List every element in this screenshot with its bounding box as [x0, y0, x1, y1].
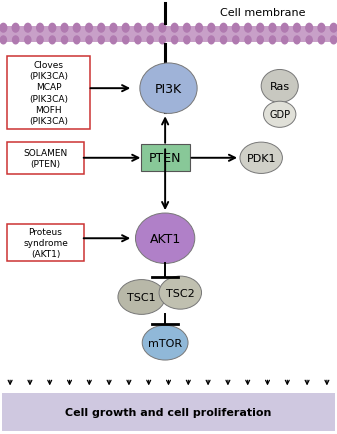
Text: TSC1: TSC1 — [127, 293, 156, 302]
FancyBboxPatch shape — [7, 224, 84, 262]
Circle shape — [86, 37, 92, 45]
Circle shape — [245, 24, 251, 33]
Circle shape — [61, 37, 67, 45]
Circle shape — [306, 24, 312, 33]
Circle shape — [208, 24, 215, 33]
Ellipse shape — [264, 102, 296, 128]
Circle shape — [159, 37, 165, 45]
Text: PDK1: PDK1 — [246, 154, 276, 163]
Circle shape — [196, 37, 202, 45]
Circle shape — [294, 37, 300, 45]
Circle shape — [49, 37, 55, 45]
Circle shape — [318, 37, 325, 45]
Circle shape — [184, 37, 190, 45]
Circle shape — [306, 37, 312, 45]
Circle shape — [245, 37, 251, 45]
Circle shape — [233, 37, 239, 45]
Text: TSC2: TSC2 — [166, 288, 195, 298]
Text: PTEN: PTEN — [149, 152, 181, 165]
Circle shape — [110, 24, 117, 33]
Text: Cell membrane: Cell membrane — [220, 8, 306, 18]
Circle shape — [123, 37, 129, 45]
Circle shape — [282, 37, 288, 45]
Circle shape — [73, 24, 80, 33]
Text: Cell growth and cell proliferation: Cell growth and cell proliferation — [65, 408, 272, 417]
Circle shape — [0, 24, 7, 33]
Circle shape — [12, 37, 19, 45]
Circle shape — [257, 37, 263, 45]
Circle shape — [147, 37, 153, 45]
Circle shape — [294, 24, 300, 33]
Circle shape — [37, 37, 43, 45]
FancyBboxPatch shape — [2, 393, 335, 431]
Circle shape — [25, 37, 31, 45]
Circle shape — [12, 24, 19, 33]
Text: Ras: Ras — [270, 82, 290, 92]
Circle shape — [25, 24, 31, 33]
Circle shape — [86, 24, 92, 33]
Circle shape — [183, 24, 190, 33]
Text: GDP: GDP — [269, 110, 290, 120]
Circle shape — [49, 24, 56, 33]
Circle shape — [196, 24, 203, 33]
Circle shape — [208, 37, 214, 45]
Circle shape — [147, 24, 154, 33]
Circle shape — [281, 24, 288, 33]
Circle shape — [318, 24, 325, 33]
Ellipse shape — [142, 326, 188, 360]
Circle shape — [0, 37, 6, 45]
Circle shape — [37, 24, 43, 33]
Text: PI3K: PI3K — [155, 82, 182, 95]
Circle shape — [135, 37, 141, 45]
Text: Cloves
(PIK3CA)
MCAP
(PIK3CA)
MOFH
(PIK3CA): Cloves (PIK3CA) MCAP (PIK3CA) MOFH (PIK3… — [29, 61, 68, 125]
Ellipse shape — [159, 276, 202, 309]
Ellipse shape — [135, 214, 195, 264]
Circle shape — [98, 24, 104, 33]
Text: SOLAMEN
(PTEN): SOLAMEN (PTEN) — [23, 149, 68, 169]
Circle shape — [74, 37, 80, 45]
Text: AKT1: AKT1 — [150, 232, 181, 245]
Circle shape — [111, 37, 117, 45]
Circle shape — [61, 24, 68, 33]
Circle shape — [233, 24, 239, 33]
Circle shape — [220, 37, 226, 45]
FancyBboxPatch shape — [7, 143, 84, 175]
Text: mTOR: mTOR — [148, 338, 182, 348]
Ellipse shape — [261, 70, 298, 103]
Circle shape — [98, 37, 104, 45]
Circle shape — [270, 37, 276, 45]
Ellipse shape — [240, 143, 282, 174]
Circle shape — [159, 24, 166, 33]
Circle shape — [122, 24, 129, 33]
Circle shape — [172, 37, 178, 45]
FancyBboxPatch shape — [0, 26, 337, 43]
Ellipse shape — [140, 64, 197, 114]
Circle shape — [171, 24, 178, 33]
Circle shape — [220, 24, 227, 33]
FancyBboxPatch shape — [141, 145, 189, 172]
Circle shape — [331, 37, 337, 45]
Circle shape — [134, 24, 141, 33]
Circle shape — [257, 24, 264, 33]
Circle shape — [269, 24, 276, 33]
Ellipse shape — [118, 280, 165, 315]
Circle shape — [330, 24, 337, 33]
FancyBboxPatch shape — [7, 57, 90, 129]
Text: Proteus
syndrome
(AKT1): Proteus syndrome (AKT1) — [23, 227, 68, 259]
